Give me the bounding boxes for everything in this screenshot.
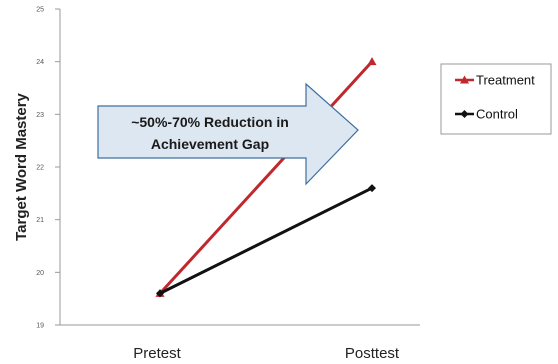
y-tick-label: 24 (36, 59, 44, 66)
control-series-line (159, 186, 373, 295)
x-tick-label-pretest: Pretest (133, 345, 181, 362)
y-axis-label: Target Word Mastery (13, 92, 30, 240)
series-group (155, 57, 377, 298)
annotation-arrow-shape (97, 82, 359, 186)
control-point (368, 184, 376, 193)
annotation-line-2: Achievement Gap (151, 136, 269, 152)
legend-treatment-label: Treatment (476, 73, 535, 88)
y-tick-label: 19 (36, 323, 44, 330)
y-tick-label: 23 (36, 112, 44, 119)
legend-control-label: Control (476, 107, 518, 122)
y-ticks: 19 20 21 22 23 24 25 (36, 7, 60, 330)
annotation-arrow: ~50%-70% Reduction in Achievement Gap (97, 82, 359, 186)
treatment-point (367, 57, 377, 66)
annotation-line-1: ~50%-70% Reduction in (131, 114, 289, 130)
y-tick-label: 22 (36, 165, 44, 172)
y-tick-label: 21 (36, 217, 44, 224)
x-tick-label-posttest: Posttest (345, 345, 400, 362)
legend-box (440, 63, 552, 135)
treatment-series-line (158, 60, 374, 295)
legend-treatment-marker (460, 75, 469, 84)
y-tick-label: 25 (36, 7, 44, 14)
control-point (156, 289, 164, 298)
y-tick-label: 20 (36, 270, 44, 277)
legend-control-marker (460, 110, 469, 118)
legend: Treatment Control (440, 63, 552, 135)
